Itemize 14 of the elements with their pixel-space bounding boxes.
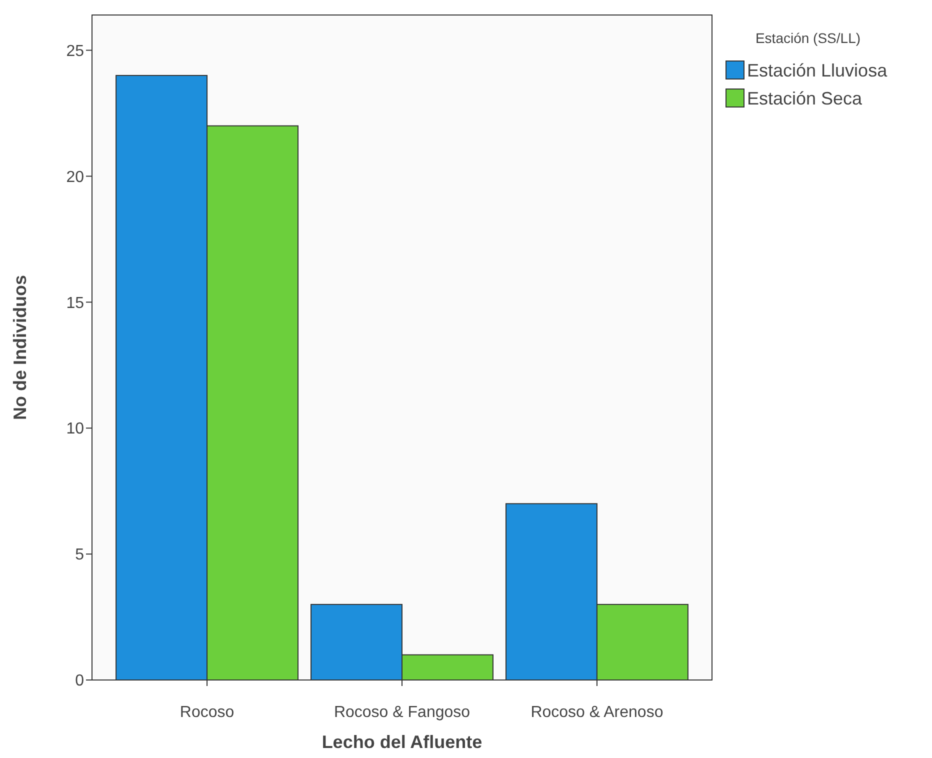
- y-tick-label: 0: [75, 672, 84, 690]
- x-tick-label: Rocoso: [180, 704, 234, 721]
- y-tick-label: 25: [66, 42, 84, 60]
- y-tick-label: 10: [66, 420, 84, 438]
- y-tick-label: 20: [66, 168, 84, 186]
- x-tick-label: Rocoso & Fangoso: [334, 704, 470, 721]
- x-tick-label: Rocoso & Arenoso: [530, 704, 664, 721]
- x-axis-title: Lecho del Afluente: [322, 732, 482, 752]
- y-tick-label: 5: [75, 546, 84, 564]
- y-tick-label: 15: [66, 294, 84, 312]
- legend-title: Estación (SS/LL): [755, 30, 861, 46]
- legend-label: Estación Lluviosa: [747, 60, 888, 80]
- legend-label: Estación Seca: [747, 88, 864, 108]
- y-axis-title: No de Individuos: [10, 274, 30, 420]
